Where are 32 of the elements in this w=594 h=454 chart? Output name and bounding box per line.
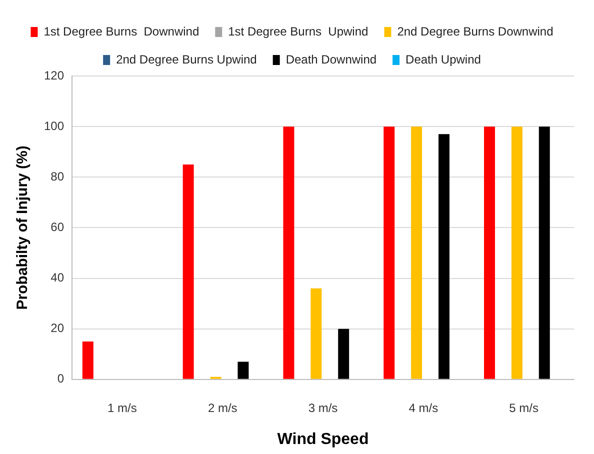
legend-label: 1st Degree Burns Downwind (44, 24, 200, 38)
legend-label: Death Upwind (406, 52, 481, 66)
y-tick-label: 0 (57, 372, 64, 386)
bar (283, 126, 294, 379)
x-tick-label: 4 m/s (408, 400, 438, 415)
legend-label: 2nd Degree Burns Downwind (397, 24, 554, 38)
x-tick-label: 3 m/s (308, 400, 338, 415)
bar (384, 126, 395, 379)
bar (238, 362, 249, 379)
bar (511, 126, 522, 379)
y-axis-title: Probabilty of Injury (%) (14, 146, 32, 310)
bar (484, 126, 495, 379)
bar (411, 126, 422, 379)
bar (310, 288, 322, 379)
x-axis-title: Wind Speed (277, 430, 369, 448)
bar (338, 328, 350, 379)
x-tick-label: 5 m/s (509, 400, 538, 415)
legend-label: 2nd Degree Burns Upwind (116, 52, 257, 66)
y-tick-label: 100 (44, 118, 64, 133)
x-tick-label: 2 m/s (208, 400, 238, 415)
y-tick-label: 40 (50, 270, 64, 285)
y-tick-label: 120 (44, 68, 64, 82)
bar (438, 134, 450, 379)
bar (82, 341, 94, 379)
bar (182, 164, 194, 379)
y-tick-label: 20 (50, 321, 64, 336)
y-tick-label: 80 (50, 169, 64, 184)
legend-label: Death Downwind (286, 52, 377, 66)
x-tick-label: 1 m/s (108, 400, 137, 415)
bar (538, 126, 550, 379)
y-tick-label: 60 (50, 220, 64, 234)
legend-label: 1st Degree Burns Upwind (228, 24, 368, 38)
